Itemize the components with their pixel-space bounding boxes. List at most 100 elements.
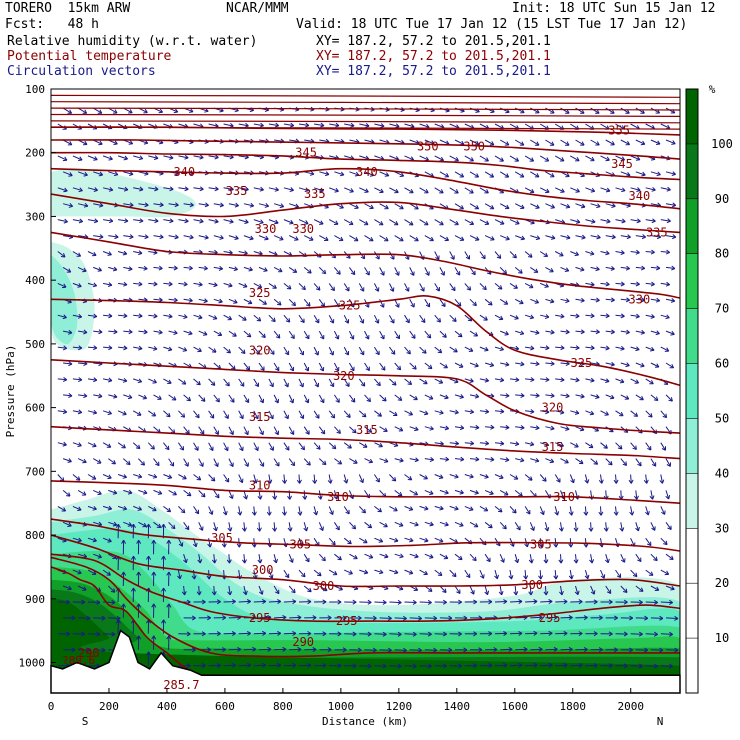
circulation-vector	[635, 265, 646, 271]
circulation-vector	[419, 378, 428, 385]
vector-shaft	[509, 219, 520, 225]
vector-shaft	[123, 266, 133, 270]
vector-shaft	[208, 187, 219, 190]
circulation-vector	[409, 330, 416, 339]
circulation-vector	[469, 393, 480, 399]
circulation-vector	[589, 554, 595, 564]
circulation-vector	[605, 361, 615, 367]
vector-head	[519, 141, 525, 146]
vector-shaft	[298, 123, 309, 126]
circulation-vector	[615, 218, 626, 224]
circulation-vector	[198, 298, 208, 304]
circulation-vector	[524, 282, 534, 289]
circulation-vector	[329, 187, 339, 193]
vector-shaft	[424, 267, 430, 276]
vector-shaft	[469, 139, 480, 146]
theta-label: 320	[333, 369, 355, 383]
circulation-vector	[253, 378, 259, 388]
vector-head	[550, 204, 556, 209]
field-xy-vectors: XY= 187.2, 57.2 to 201.5,201.1	[316, 64, 551, 79]
circulation-vector	[389, 599, 402, 605]
vector-shaft	[57, 155, 68, 161]
vector-shaft	[545, 139, 555, 146]
circulation-vector	[223, 250, 233, 255]
vector-head	[108, 155, 113, 161]
circulation-vector	[404, 155, 415, 161]
circulation-vector	[650, 297, 661, 303]
circulation-vector	[57, 409, 68, 415]
circulation-vector	[374, 506, 382, 513]
circulation-vector	[267, 538, 273, 548]
theta-label: 315	[249, 410, 271, 424]
circulation-vector	[645, 378, 654, 385]
circulation-vector	[439, 553, 449, 560]
circulation-vector	[665, 362, 675, 369]
circulation-vector	[525, 377, 535, 383]
vector-shaft	[605, 203, 616, 207]
circulation-vector	[108, 234, 119, 240]
circulation-vector	[223, 218, 234, 224]
circulation-vector	[645, 442, 652, 451]
circulation-vector	[424, 299, 431, 308]
vector-head	[595, 141, 600, 146]
circulation-vector	[575, 234, 586, 240]
circulation-vector	[590, 458, 599, 465]
circulation-vector	[178, 186, 189, 192]
circulation-vector	[193, 410, 200, 419]
vector-shaft	[283, 187, 294, 191]
circulation-vector	[374, 378, 381, 387]
vector-shaft	[93, 171, 103, 176]
vector-shaft	[404, 187, 414, 194]
vector-head	[504, 204, 510, 210]
vector-shaft	[87, 251, 97, 256]
circulation-vector	[102, 442, 112, 448]
vector-shaft	[515, 648, 528, 651]
circulation-vector	[575, 139, 585, 146]
circulation-vector	[123, 329, 133, 335]
circulation-vector	[570, 442, 579, 448]
circulation-vector	[554, 187, 565, 193]
circulation-vector	[148, 410, 157, 417]
y-tick-label: 500	[25, 338, 45, 351]
vector-shaft	[93, 203, 104, 207]
vector-head	[672, 234, 677, 240]
circulation-vector	[251, 506, 257, 516]
circulation-vector	[439, 267, 445, 276]
circulation-vector	[509, 219, 520, 225]
vector-shaft	[57, 187, 68, 192]
vector-shaft	[389, 155, 399, 161]
circulation-vector	[364, 330, 370, 340]
circulation-vector	[615, 155, 626, 161]
circulation-vector	[570, 251, 580, 257]
vector-shaft	[575, 107, 585, 114]
vector-shaft	[138, 171, 149, 175]
circulation-vector	[545, 458, 555, 464]
circulation-vector	[87, 251, 97, 257]
circulation-vector	[469, 203, 480, 210]
vector-shaft	[274, 648, 287, 651]
circulation-vector	[419, 219, 429, 226]
circulation-vector	[650, 394, 659, 401]
vector-head	[78, 187, 83, 193]
circulation-vector	[208, 378, 216, 386]
vector-shaft	[77, 171, 88, 176]
circulation-vector	[554, 251, 564, 257]
circulation-vector	[645, 537, 652, 547]
circulation-vector	[499, 171, 510, 178]
vector-shaft	[620, 235, 631, 238]
circulation-vector	[228, 266, 238, 272]
circulation-vector	[424, 330, 432, 339]
circulation-vector	[223, 282, 233, 288]
circulation-vector	[313, 506, 319, 516]
circulation-vector	[539, 187, 550, 194]
vector-head	[173, 265, 178, 271]
vector-shaft	[645, 187, 656, 191]
vector-shaft	[153, 235, 164, 238]
circulation-vector	[469, 585, 475, 595]
vector-head	[159, 234, 164, 240]
vector-shaft	[409, 203, 419, 210]
vector-shaft	[500, 235, 510, 240]
vector-shaft	[394, 617, 407, 619]
theta-label: 285.7	[163, 678, 199, 692]
circulation-vector	[469, 330, 479, 337]
